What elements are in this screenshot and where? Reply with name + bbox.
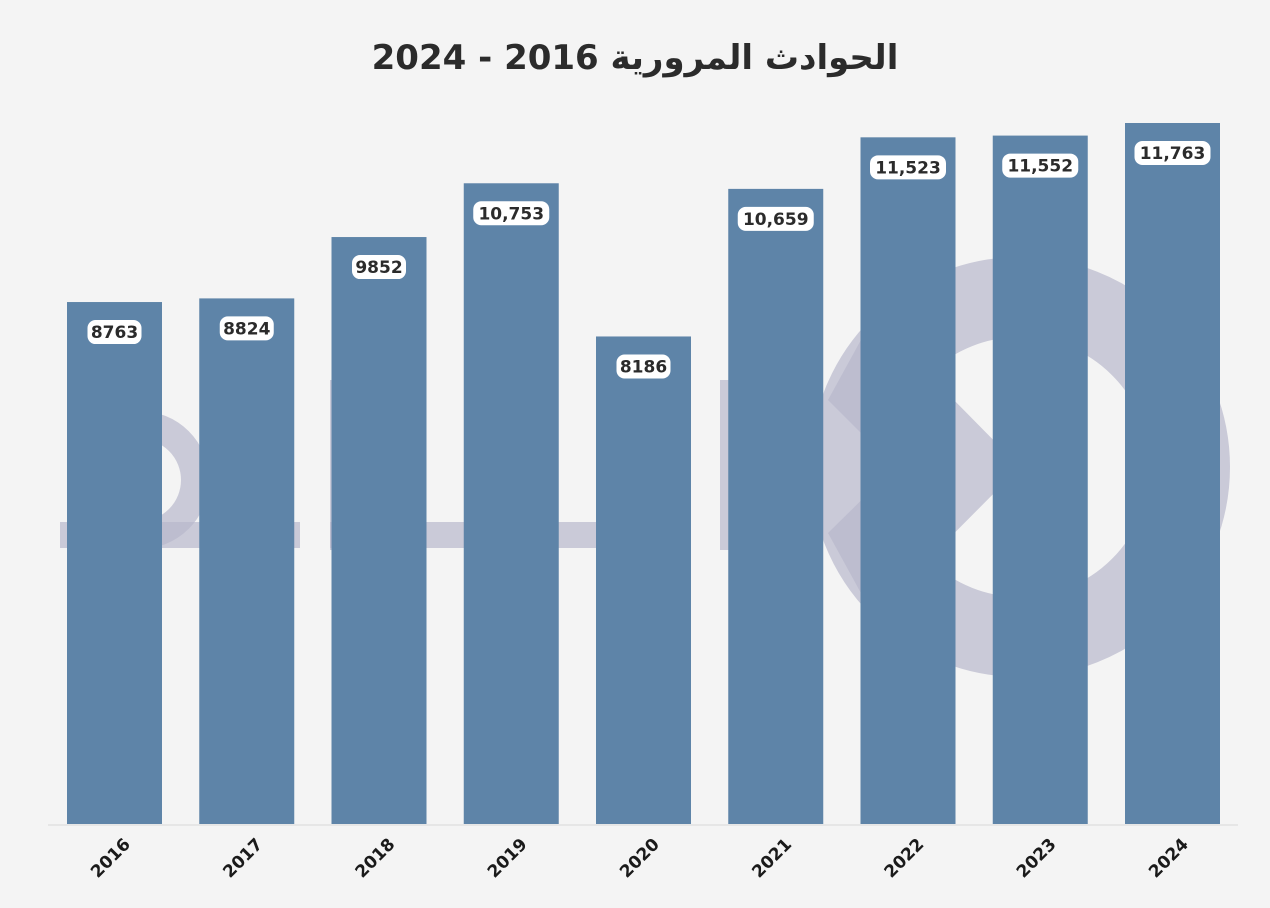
x-tick-2018: 2018 (352, 835, 400, 883)
x-tick-2016: 2016 (87, 835, 135, 883)
value-label-bg-2019 (473, 201, 550, 226)
x-tick-2019: 2019 (484, 835, 532, 883)
value-label-2018: 9852 (355, 258, 402, 278)
bar-2021 (728, 188, 824, 825)
value-label-bg-2018 (352, 255, 406, 280)
value-label-bg-2021 (737, 206, 814, 231)
x-tick-2022: 2022 (881, 835, 929, 883)
value-label-bg-2016 (87, 320, 142, 345)
value-label-bg-2020 (616, 354, 671, 379)
bar-2023 (992, 135, 1088, 826)
x-tick-2017: 2017 (219, 835, 267, 883)
bar-2017 (199, 298, 295, 825)
bar-2018 (331, 237, 427, 826)
value-label-bg-2022 (870, 155, 946, 180)
bar-2020 (596, 336, 691, 825)
bar-2019 (463, 183, 559, 825)
x-tick-2024: 2024 (1145, 835, 1193, 883)
value-label-2016: 8763 (91, 323, 138, 343)
value-label-2022: 11,523 (875, 158, 941, 178)
value-label-bg-2024 (1134, 141, 1211, 165)
value-label-2019: 10,753 (478, 204, 544, 224)
x-tick-2023: 2023 (1013, 835, 1061, 883)
bar-2016 (67, 302, 162, 825)
bar-2024 (1125, 123, 1220, 825)
value-label-2020: 8186 (620, 357, 667, 377)
value-label-2024: 11,763 (1140, 144, 1206, 164)
value-label-bg-2017 (219, 316, 274, 341)
value-label-2021: 10,659 (743, 210, 809, 230)
chart-title: الحوادث المرورية 2016 - 2024 (371, 38, 899, 78)
value-label-2023: 11,552 (1007, 157, 1073, 177)
x-tick-2021: 2021 (748, 835, 796, 883)
value-label-2017: 8824 (223, 319, 270, 339)
bar-2022 (860, 137, 956, 825)
value-label-bg-2023 (1002, 153, 1079, 178)
x-tick-2020: 2020 (616, 835, 664, 883)
